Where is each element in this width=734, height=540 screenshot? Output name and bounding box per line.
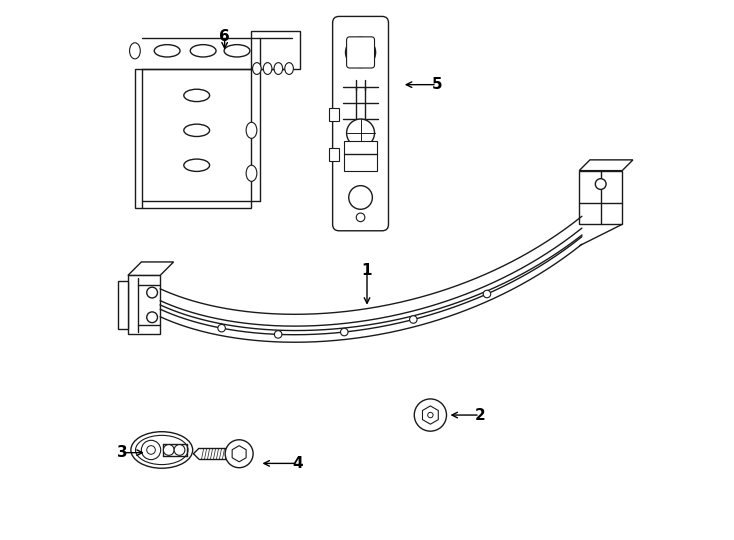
Ellipse shape xyxy=(252,63,261,75)
Circle shape xyxy=(147,287,158,298)
Ellipse shape xyxy=(246,165,257,181)
Ellipse shape xyxy=(184,159,210,171)
Circle shape xyxy=(341,328,348,336)
Polygon shape xyxy=(579,160,633,171)
Circle shape xyxy=(595,179,606,190)
Polygon shape xyxy=(135,31,300,208)
Circle shape xyxy=(483,290,491,298)
Ellipse shape xyxy=(129,43,140,59)
Circle shape xyxy=(414,399,446,431)
Circle shape xyxy=(218,325,225,332)
Circle shape xyxy=(147,312,158,322)
Ellipse shape xyxy=(184,124,210,137)
Circle shape xyxy=(410,316,417,323)
Text: 3: 3 xyxy=(117,445,128,460)
Ellipse shape xyxy=(246,122,257,138)
Polygon shape xyxy=(579,224,622,246)
Circle shape xyxy=(349,186,372,210)
FancyBboxPatch shape xyxy=(346,37,374,68)
Ellipse shape xyxy=(184,89,210,102)
Polygon shape xyxy=(579,171,622,224)
Ellipse shape xyxy=(224,45,250,57)
Circle shape xyxy=(346,37,376,68)
Polygon shape xyxy=(160,217,582,330)
FancyBboxPatch shape xyxy=(333,16,388,231)
Circle shape xyxy=(164,444,174,455)
Ellipse shape xyxy=(154,45,180,57)
Ellipse shape xyxy=(285,63,294,75)
Bar xyxy=(344,141,377,171)
Text: 1: 1 xyxy=(362,262,372,278)
Circle shape xyxy=(275,330,282,338)
Circle shape xyxy=(346,119,374,147)
Polygon shape xyxy=(232,446,246,462)
Bar xyxy=(330,148,339,161)
Polygon shape xyxy=(128,262,174,275)
Circle shape xyxy=(147,446,156,454)
Circle shape xyxy=(428,413,433,418)
Bar xyxy=(330,108,339,120)
Text: 6: 6 xyxy=(219,29,230,44)
Text: 2: 2 xyxy=(474,408,485,422)
Text: 4: 4 xyxy=(292,456,302,471)
Ellipse shape xyxy=(274,63,283,75)
Polygon shape xyxy=(423,406,438,424)
Polygon shape xyxy=(128,275,160,334)
Ellipse shape xyxy=(131,431,192,468)
Ellipse shape xyxy=(264,63,272,75)
Circle shape xyxy=(174,444,185,455)
Ellipse shape xyxy=(136,435,188,464)
Ellipse shape xyxy=(190,45,216,57)
Polygon shape xyxy=(118,281,128,329)
Circle shape xyxy=(225,440,253,468)
Circle shape xyxy=(356,213,365,221)
Text: 5: 5 xyxy=(432,77,442,92)
Circle shape xyxy=(142,440,161,460)
